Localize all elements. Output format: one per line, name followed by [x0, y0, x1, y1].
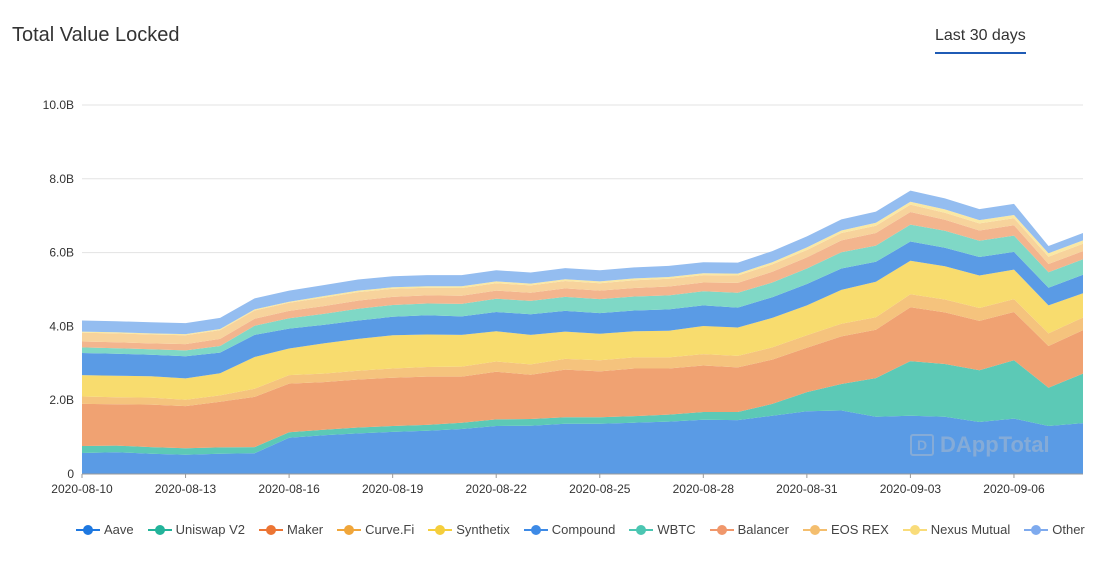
area-series-nexus-mutual [82, 201, 1083, 336]
y-tick-label: 0 [67, 467, 74, 481]
area-series-curve-fi [82, 294, 1083, 407]
legend-dot [716, 524, 727, 535]
legend-label: WBTC [657, 522, 696, 537]
x-tick-label: 2020-09-06 [983, 482, 1045, 496]
x-tick-label: 2020-08-25 [569, 482, 631, 496]
legend-marker-icon [1024, 524, 1049, 536]
legend-label: Other [1052, 522, 1085, 537]
x-tick-label: 2020-08-10 [51, 482, 113, 496]
legend-marker-icon [629, 524, 654, 536]
area-series-synthetix [82, 260, 1083, 400]
legend-marker-icon [709, 524, 734, 536]
legend-dot [530, 524, 541, 535]
area-series-maker [82, 307, 1083, 449]
legend-dot [344, 524, 355, 535]
legend-label: Aave [104, 522, 134, 537]
legend-marker-icon [902, 524, 927, 536]
legend-marker-icon [802, 524, 827, 536]
range-tab-underline [935, 52, 1026, 54]
legend-item-wbtc[interactable]: WBTC [629, 522, 696, 537]
y-tick-label: 10.0B [43, 98, 74, 112]
legend-item-curve-fi[interactable]: Curve.Fi [337, 522, 414, 537]
x-tick-label: 2020-08-13 [155, 482, 217, 496]
legend-label: Maker [287, 522, 324, 537]
legend-marker-icon [147, 524, 172, 536]
x-tick-label: 2020-09-03 [880, 482, 942, 496]
legend-item-uniswap-v2[interactable]: Uniswap V2 [147, 522, 246, 537]
legend-marker-icon [76, 524, 100, 536]
area-series-uniswap-v2 [82, 360, 1083, 455]
y-tick-label: 6.0B [49, 246, 74, 260]
legend-dot [266, 524, 277, 535]
legend-marker-icon [259, 524, 284, 536]
legend-item-other[interactable]: Other [1024, 522, 1085, 537]
legend-item-aave[interactable]: Aave [76, 522, 134, 537]
legend-label: Uniswap V2 [175, 522, 246, 537]
area-series-other [82, 190, 1083, 335]
x-tick-label: 2020-08-31 [776, 482, 838, 496]
y-tick-label: 8.0B [49, 172, 74, 186]
legend-marker-icon [523, 524, 548, 536]
x-tick-label: 2020-08-16 [258, 482, 320, 496]
legend-label: EOS REX [830, 522, 889, 537]
tvl-area-chart: 0 2.0B 4.0B 6.0B 8.0B 10.0B 2020-08-10 2020-08-… [43, 98, 1083, 496]
legend-dot [809, 524, 820, 535]
x-tick-label: 2020-08-19 [362, 482, 424, 496]
legend-marker-icon [337, 524, 362, 536]
area-series-compound [82, 241, 1083, 379]
x-tick-label: 2020-08-22 [466, 482, 528, 496]
legend-item-maker[interactable]: Maker [259, 522, 323, 537]
legend-dot [83, 524, 93, 535]
legend-label: Curve.Fi [365, 522, 415, 537]
area-series-wbtc [82, 224, 1083, 357]
legend-label: Nexus Mutual [930, 522, 1011, 537]
x-tick-label: 2020-08-28 [673, 482, 735, 496]
legend-dot [1031, 524, 1042, 535]
y-tick-label: 2.0B [49, 393, 74, 407]
legend-label: Synthetix [456, 522, 510, 537]
area-series-aave [82, 410, 1083, 474]
chart-legend: Aave Uniswap V2 Maker Curve.Fi Synthetix Comp… [76, 522, 1099, 537]
legend-item-eos-rex[interactable]: EOS REX [802, 522, 889, 537]
legend-label: Compound [551, 522, 616, 537]
area-series-balancer [82, 212, 1083, 351]
area-series-eos-rex [82, 204, 1083, 345]
legend-item-compound[interactable]: Compound [523, 522, 616, 537]
legend-item-nexus-mutual[interactable]: Nexus Mutual [902, 522, 1011, 537]
legend-item-synthetix[interactable]: Synthetix [428, 522, 510, 537]
legend-dot [154, 524, 165, 535]
legend-dot [636, 524, 647, 535]
y-tick-label: 4.0B [49, 319, 74, 333]
watermark-logo: D DAppTotal [910, 432, 1050, 458]
page-title: Total Value Locked [12, 24, 180, 46]
range-tab-last-30-days[interactable]: Last 30 days [935, 27, 1026, 44]
legend-dot [435, 524, 446, 535]
legend-dot [909, 524, 920, 535]
watermark-text: DAppTotal [940, 432, 1050, 457]
legend-marker-icon [428, 524, 453, 536]
dapptotal-logo-icon: D [910, 434, 934, 456]
legend-label: Balancer [737, 522, 789, 537]
legend-item-balancer[interactable]: Balancer [709, 522, 789, 537]
